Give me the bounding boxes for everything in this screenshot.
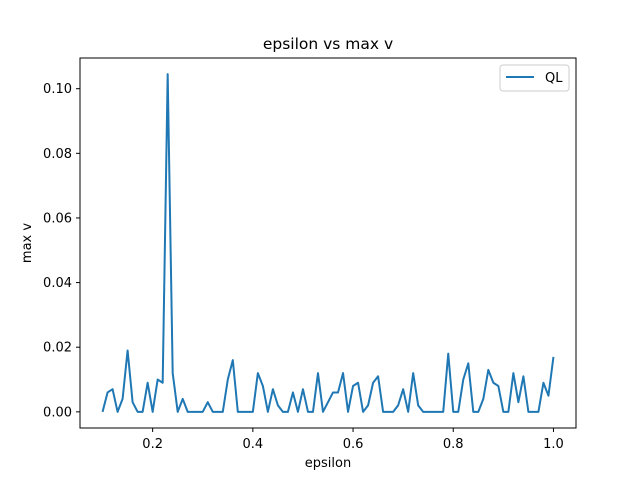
plot-area: 0.2 0.4 0.6 0.8 1.0 0.00 0.02 0.04 0.06 0.08 0.10 <box>43 57 577 452</box>
y-tick-label: 0.04 <box>43 276 72 291</box>
y-tick-label: 0.02 <box>43 341 72 356</box>
x-tick-label: 0.8 <box>443 437 464 452</box>
legend: QL <box>499 64 570 92</box>
x-tick-label: 0.4 <box>243 437 264 452</box>
series-layer <box>101 73 555 413</box>
x-tick-label: 0.2 <box>142 437 163 452</box>
y-tick-label: 0.10 <box>43 82 72 97</box>
x-axis-ticks: 0.2 0.4 0.6 0.8 1.0 <box>142 428 564 452</box>
axes-frame <box>79 57 577 429</box>
legend-box <box>499 64 570 92</box>
x-axis-label: epsilon <box>305 456 351 471</box>
y-axis-ticks: 0.00 0.02 0.04 0.06 0.08 0.10 <box>43 82 80 420</box>
y-tick-label: 0.06 <box>43 211 72 226</box>
y-tick-label: 0.00 <box>43 405 72 420</box>
series-line-ql <box>101 73 555 413</box>
legend-label-ql: QL <box>545 71 563 86</box>
x-tick-label: 0.6 <box>343 437 364 452</box>
chart-title: epsilon vs max v <box>263 35 393 53</box>
y-tick-label: 0.08 <box>43 147 72 162</box>
x-tick-label: 1.0 <box>543 437 564 452</box>
y-axis-label: max v <box>20 223 35 263</box>
